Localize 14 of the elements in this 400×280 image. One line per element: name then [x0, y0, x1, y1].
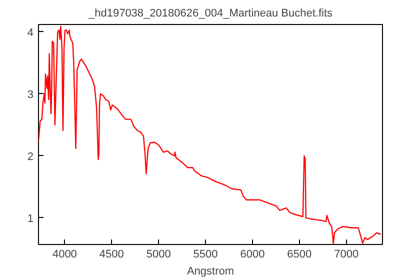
line-series — [38, 26, 382, 244]
x-axis-title: Angstrom — [186, 266, 234, 278]
x-tick-label: 7000 — [334, 248, 359, 260]
x-tick-label: 4500 — [99, 248, 124, 260]
y-tick-label: 4 — [27, 26, 34, 39]
x-tick-label: 5500 — [193, 248, 218, 260]
x-tick-label: 6000 — [240, 248, 265, 260]
x-tick-label: 4000 — [52, 248, 77, 260]
chart-title: _hd197038_20180626_004_Martineau Buchet.fits — [87, 8, 334, 20]
x-tick-label: 6500 — [287, 248, 312, 260]
x-tick-label: 5000 — [146, 248, 171, 260]
y-tick-label: 2 — [27, 150, 34, 163]
y-tick-label: 3 — [27, 88, 34, 101]
y-tick-label: 1 — [27, 212, 34, 225]
